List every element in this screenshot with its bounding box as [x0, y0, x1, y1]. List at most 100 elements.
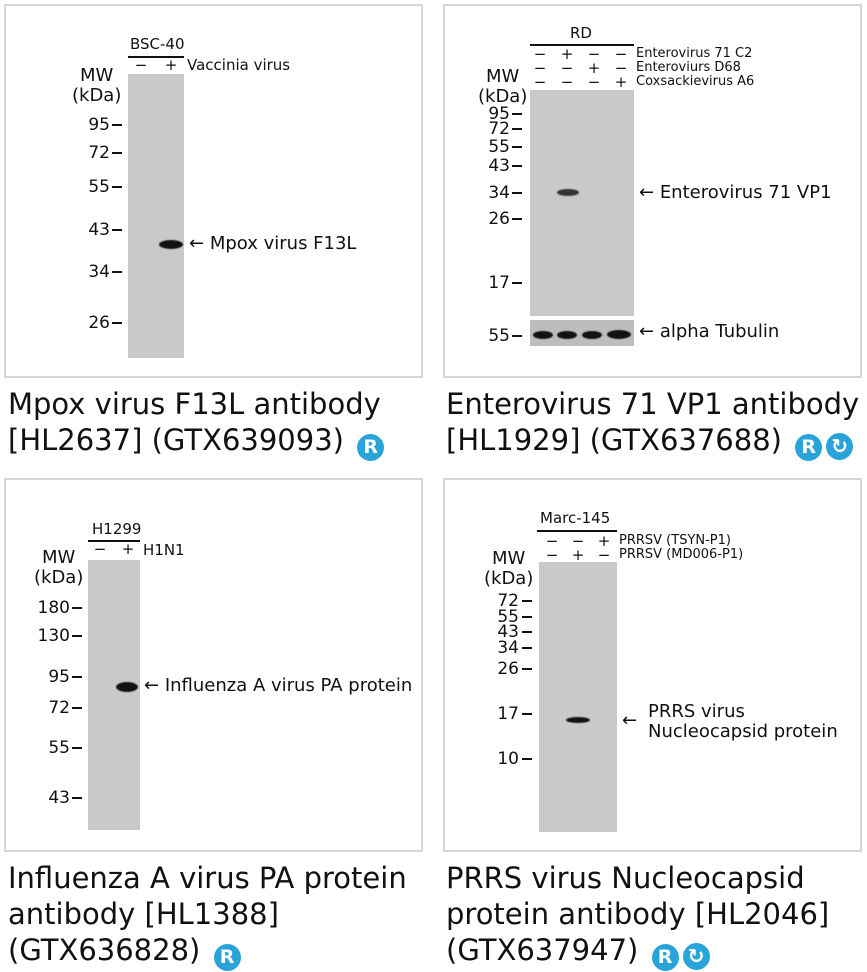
lane-sign: −: [587, 45, 601, 63]
mw-marker: 26: [488, 209, 510, 229]
mw-marker: 55: [48, 738, 70, 758]
cycle-icon: ↻: [826, 433, 854, 460]
mw-tick: [522, 758, 532, 760]
treatment-label: H1N1: [143, 541, 185, 559]
lane-sign: +: [597, 532, 611, 550]
lane-sign: −: [571, 532, 585, 550]
lane-sign: −: [545, 532, 559, 550]
mw-marker: 34: [497, 638, 519, 658]
mw-marker: 43: [88, 220, 110, 240]
mw-tick: [112, 186, 122, 188]
mw-marker: 55: [488, 137, 510, 157]
mw-marker: 43: [488, 156, 510, 176]
mw-marker: 17: [488, 273, 510, 293]
band-label: Enterovirus 71 VP1: [659, 182, 832, 203]
band-annotation: ← Mpox virus F13L: [189, 233, 357, 254]
band: [582, 331, 602, 339]
blot-membrane: [88, 560, 140, 830]
mw-tick: [72, 797, 82, 799]
lane-sign: −: [93, 540, 107, 558]
caption-line-with-badges: (GTX637947) R ↻: [446, 932, 861, 971]
mw-title-line: MW: [42, 547, 76, 568]
mw-marker: 17: [497, 704, 519, 724]
band-label: Nucleocapsid protein: [648, 721, 838, 742]
mw-tick: [522, 600, 532, 602]
blot-membrane: [128, 74, 184, 358]
cell-line-label: H1299: [92, 520, 142, 538]
cell-line-bar: [537, 530, 617, 532]
mw-marker: 95: [488, 104, 510, 124]
band-label: PRRS virus: [648, 701, 745, 722]
mw-tick: [112, 152, 122, 154]
mw-tick: [512, 282, 522, 284]
lane-sign: +: [121, 540, 135, 558]
lane-sign: +: [560, 45, 574, 63]
mw-tick: [72, 635, 82, 637]
cell-line-bar: [530, 44, 634, 46]
mw-title-line: (kDa): [72, 85, 122, 106]
mw-marker: 72: [88, 143, 110, 163]
cell-line-label: BSC-40: [130, 35, 185, 53]
band-annotation: ← alpha Tubulin: [639, 321, 780, 342]
mw-marker: 34: [488, 183, 510, 203]
mw-marker: 26: [497, 659, 519, 679]
mw-marker: 130: [37, 626, 70, 646]
lane-sign: −: [614, 59, 628, 77]
caption-line: (GTX636828): [8, 933, 201, 967]
mw-marker: 72: [48, 698, 70, 718]
mw-tick: [72, 607, 82, 609]
caption: PRRS virus Nucleocapsid protein antibody…: [446, 860, 861, 971]
mw-marker: 180: [37, 598, 70, 618]
band-annotation: ←: [622, 710, 638, 731]
lane-sign: −: [560, 73, 574, 91]
mw-tick: [512, 146, 522, 148]
caption-line: antibody [HL1388]: [8, 897, 279, 931]
mw-title-line: MW: [492, 548, 526, 569]
caption-line: Mpox virus F13L antibody: [8, 387, 381, 421]
recombinant-icon: R: [213, 944, 241, 971]
mw-title: MW (kDa): [34, 548, 83, 588]
caption-line: protein antibody [HL2046]: [446, 897, 830, 931]
mw-marker: 43: [48, 788, 70, 808]
treatment-label: PRRSV (MD006-P1): [619, 547, 744, 562]
lane-sign: −: [533, 73, 547, 91]
mw-title-line: (kDa): [34, 567, 84, 588]
recombinant-icon: R: [357, 434, 385, 461]
mw-marker: 95: [48, 667, 70, 687]
blot-membrane: [530, 90, 634, 316]
mw-marker: 95: [88, 115, 110, 135]
caption: Mpox virus F13L antibody [HL2637] (GTX63…: [8, 386, 418, 461]
mw-tick: [522, 713, 532, 715]
lane-sign: −: [134, 56, 148, 74]
mw-title-line: MW: [486, 66, 520, 87]
lane-sign: +: [571, 546, 585, 564]
mw-title-line: (kDa): [478, 86, 528, 107]
mw-tick: [522, 616, 532, 618]
mw-tick: [72, 676, 82, 678]
mw-tick: [512, 113, 522, 115]
treatment-label: Enterovirus 71 C2: [636, 46, 753, 61]
band-annotation: ← Enterovirus 71 VP1: [639, 182, 832, 203]
lane-sign: +: [614, 73, 628, 91]
caption-line: PRRS virus Nucleocapsid: [446, 861, 805, 895]
lane-sign: +: [587, 59, 601, 77]
cell-line-label: Marc-145: [540, 509, 611, 527]
mw-marker: 43: [497, 622, 519, 642]
mw-tick: [112, 271, 122, 273]
mw-tick: [512, 192, 522, 194]
treatment-label: PRRSV (TSYN-P1): [619, 533, 731, 548]
mw-tick: [512, 335, 522, 337]
mw-tick: [512, 165, 522, 167]
treatment-label: Enteroviurs D68: [636, 60, 741, 75]
caption: Influenza A virus PA protein antibody [H…: [8, 860, 418, 971]
band: [557, 189, 579, 196]
mw-tick: [512, 128, 522, 130]
panel-influenza: [4, 478, 423, 852]
mw-tick: [522, 631, 532, 633]
band: [557, 331, 577, 339]
mw-title-line: (kDa): [484, 568, 534, 589]
mw-marker: 72: [497, 591, 519, 611]
mw-tick: [512, 218, 522, 220]
mw-marker: 55: [497, 607, 519, 627]
lane-sign: −: [533, 45, 547, 63]
